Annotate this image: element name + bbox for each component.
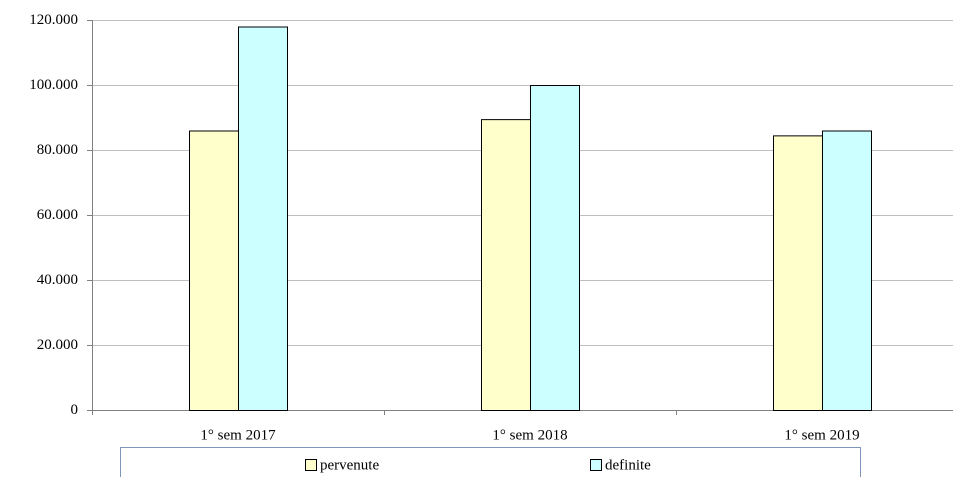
bar bbox=[822, 130, 872, 411]
bar bbox=[530, 85, 580, 411]
y-tick-label: 0 bbox=[71, 402, 79, 418]
y-tick-label: 100.000 bbox=[29, 77, 78, 93]
y-tick-label: 40.000 bbox=[37, 272, 78, 288]
y-tick-label: 80.000 bbox=[37, 142, 78, 158]
legend-label: pervenute bbox=[320, 457, 379, 473]
y-tick-label: 120.000 bbox=[29, 12, 78, 28]
bar bbox=[189, 130, 239, 411]
bar bbox=[238, 26, 288, 411]
legend-swatch bbox=[590, 459, 602, 471]
y-tick-label: 60.000 bbox=[37, 207, 78, 223]
bar bbox=[481, 119, 531, 411]
x-tick-label: 1° sem 2018 bbox=[492, 427, 567, 443]
x-tick-label: 1° sem 2019 bbox=[784, 427, 859, 443]
legend-box bbox=[120, 447, 861, 477]
x-tick-label: 1° sem 2017 bbox=[200, 427, 276, 443]
legend-swatch bbox=[305, 459, 317, 471]
bar bbox=[773, 135, 823, 411]
y-tick-label: 20.000 bbox=[37, 337, 78, 353]
legend-label: definite bbox=[605, 457, 651, 473]
